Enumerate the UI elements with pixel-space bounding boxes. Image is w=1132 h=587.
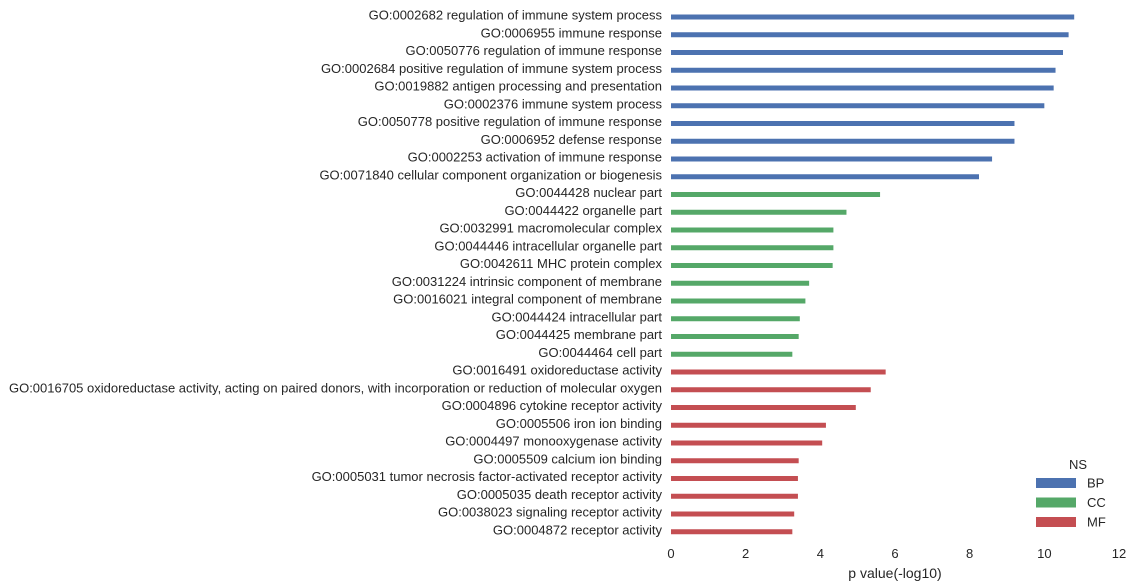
- x-tick-label: 6: [891, 546, 898, 561]
- category-label: GO:0002376 immune system process: [444, 96, 663, 111]
- bar-cc: [671, 263, 833, 268]
- bar-mf: [671, 387, 871, 393]
- category-label: GO:0044464 cell part: [538, 345, 662, 360]
- legend-label-mf: MF: [1087, 515, 1106, 530]
- category-label: GO:0071840 cellular component organizati…: [319, 167, 662, 182]
- bar-cc: [671, 280, 810, 286]
- bar-bp: [671, 138, 1015, 144]
- bar-mf: [671, 476, 798, 481]
- category-label: GO:0050776 regulation of immune response: [405, 43, 662, 58]
- category-label: GO:0005509 calcium ion binding: [473, 451, 662, 466]
- x-tick-label: 0: [667, 546, 674, 561]
- bar-bp: [671, 121, 1015, 126]
- bar-mf: [671, 529, 793, 535]
- category-label: GO:0019882 antigen processing and presen…: [374, 79, 662, 94]
- x-tick-label: 12: [1112, 546, 1126, 561]
- category-labels: GO:0002682 regulation of immune system p…: [9, 8, 663, 538]
- category-label: GO:0006955 immune response: [481, 25, 662, 40]
- bar-bp: [671, 156, 993, 162]
- category-label: GO:0002682 regulation of immune system p…: [369, 8, 663, 23]
- category-label: GO:0016491 oxidoreductase activity: [452, 363, 662, 378]
- bar-mf: [671, 369, 886, 375]
- category-label: GO:0038023 signaling receptor activity: [438, 505, 663, 520]
- bar-mf: [671, 493, 798, 499]
- legend-swatch-mf: [1036, 517, 1076, 527]
- category-label: GO:0004497 monooxygenase activity: [445, 434, 662, 449]
- bar-cc: [671, 316, 800, 322]
- bar-mf: [671, 405, 856, 410]
- category-label: GO:0016021 integral component of membran…: [393, 292, 662, 307]
- bar-mf: [671, 440, 823, 446]
- category-label: GO:0004896 cytokine receptor activity: [442, 398, 663, 413]
- bar-bp: [671, 32, 1069, 38]
- category-label: GO:0002684 positive regulation of immune…: [321, 61, 663, 76]
- bar-cc: [671, 192, 881, 197]
- bar-cc: [671, 227, 834, 233]
- category-label: GO:0002253 activation of immune response: [408, 150, 662, 165]
- category-label: GO:0044424 intracellular part: [491, 309, 662, 324]
- category-label: GO:0005031 tumor necrosis factor-activat…: [312, 469, 663, 484]
- x-tick-label: 8: [966, 546, 973, 561]
- bar-cc: [671, 334, 799, 339]
- bar-bp: [671, 50, 1063, 55]
- category-label: GO:0042611 MHC protein complex: [460, 256, 663, 271]
- x-axis: 0 2 4 6 8 10 12: [667, 546, 1126, 561]
- bar-cc: [671, 209, 847, 215]
- category-label: GO:0005506 iron ion binding: [496, 416, 662, 431]
- category-label: GO:0044446 intracellular organelle part: [434, 238, 662, 253]
- legend-title: NS: [1069, 457, 1087, 472]
- category-label: GO:0016705 oxidoreductase activity, acti…: [9, 380, 662, 395]
- category-label: GO:0044425 membrane part: [496, 327, 663, 342]
- bar-bp: [671, 103, 1045, 109]
- bar-bp: [671, 14, 1075, 20]
- legend-label-cc: CC: [1087, 495, 1106, 510]
- bar-bp: [671, 85, 1054, 91]
- bar-mf: [671, 511, 795, 517]
- bar-cc: [671, 351, 793, 357]
- bar-mf: [671, 458, 799, 464]
- category-label: GO:0004872 receptor activity: [493, 522, 663, 537]
- x-axis-label: p value(-log10): [848, 565, 941, 581]
- bar-cc: [671, 245, 834, 251]
- legend-swatch-cc: [1036, 497, 1076, 508]
- category-label: GO:0031224 intrinsic component of membra…: [392, 274, 662, 289]
- category-label: GO:0050778 positive regulation of immune…: [358, 114, 662, 129]
- bar-bp: [671, 174, 979, 180]
- bar-cc: [671, 298, 806, 304]
- x-tick-label: 2: [742, 546, 749, 561]
- category-label: GO:0005035 death receptor activity: [457, 487, 663, 502]
- bar-mf: [671, 422, 826, 428]
- x-tick-label: 4: [817, 546, 824, 561]
- legend-label-bp: BP: [1087, 476, 1104, 491]
- category-label: GO:0044428 nuclear part: [515, 185, 662, 200]
- bar-group: [671, 14, 1075, 535]
- legend-swatch-bp: [1036, 478, 1076, 488]
- category-label: GO:0044422 organelle part: [504, 203, 662, 218]
- x-tick-label: 10: [1037, 546, 1051, 561]
- bar-bp: [671, 67, 1056, 73]
- category-label: GO:0006952 defense response: [481, 132, 662, 147]
- category-label: GO:0032991 macromolecular complex: [439, 221, 662, 236]
